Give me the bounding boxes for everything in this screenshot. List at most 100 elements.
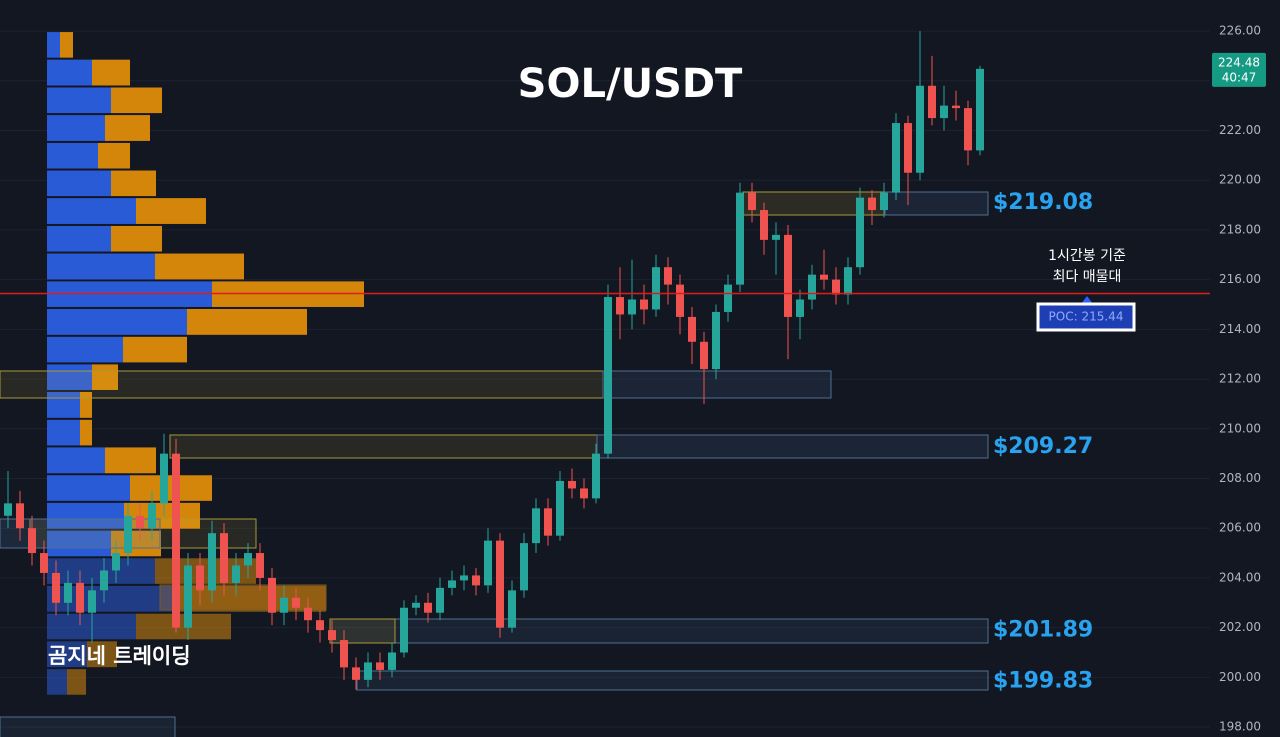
y-tick-label: 204.00 [1219,570,1261,584]
profile-bar [136,198,206,224]
candle-body [640,299,648,310]
candle-body [832,279,840,295]
profile-bar [47,115,105,141]
candle-body [268,577,276,613]
zone [602,370,832,399]
y-tick-label: 206.00 [1219,521,1261,535]
y-tick-label: 226.00 [1219,24,1261,38]
candle-body [544,508,552,536]
candle-body [976,68,984,151]
countdown: 40:47 [1222,70,1257,84]
profile-bar [47,32,60,58]
y-tick-label: 208.00 [1219,471,1261,485]
candle-body [508,590,516,628]
candle-body [796,299,804,317]
candle-body [280,597,288,613]
profile-bar [87,641,117,668]
level-label: $209.27 [993,434,1093,459]
poc-box [1036,302,1136,332]
last-price: 224.48 [1218,55,1260,69]
annotation: 1시간봉 기준 [1048,248,1126,264]
profile-bar [47,447,105,474]
zone [884,191,989,216]
candle-body [160,453,168,504]
candle-body [928,85,936,119]
zone [0,716,176,737]
profile-bar [47,87,111,114]
candle-body [688,316,696,342]
profile-bar [92,364,118,390]
candle-body [532,508,540,544]
profile-bar [155,253,244,280]
profile-bar [47,364,92,390]
y-tick-label: 218.00 [1219,222,1261,236]
candle-body [676,284,684,317]
annotation: 최다 매물대 [1053,269,1122,285]
candle-body [760,210,768,240]
candle-body [244,553,252,566]
candle-body [820,274,828,280]
candle-body [460,575,468,581]
candles [4,31,984,690]
profile-bar [105,115,150,141]
profile-bar [47,336,123,363]
profile-bar [111,87,162,114]
profile-bar [47,225,111,252]
profile-bar [47,475,130,501]
candle-body [520,543,528,591]
watermark: 곰지네 트레이딩 [48,644,191,668]
candle-body [592,453,600,499]
volume-profile [47,32,364,695]
candle-body [4,503,12,516]
profile-bar [47,502,124,529]
last-price-tag [1212,52,1266,87]
profile-bar [111,225,162,252]
profile-bar [47,530,111,557]
profile-bar [98,142,130,169]
candle-body [748,192,756,211]
profile-bar [47,142,98,169]
profile-bar [123,336,187,363]
y-tick-label: 216.00 [1219,272,1261,286]
candle-body [112,553,120,571]
candle-body [724,284,732,312]
level-label: $219.08 [993,190,1093,215]
y-tick-label: 198.00 [1219,720,1261,734]
profile-bar [80,419,92,446]
candle-body [784,234,792,317]
profile-bar [67,669,86,695]
candle-body [292,597,300,608]
y-tick-label: 220.00 [1219,173,1261,187]
candle-body [436,587,444,613]
candle-body [196,565,204,591]
zone [596,434,989,459]
candle-body [880,192,888,211]
profile-bar [47,669,67,695]
candle-body [172,453,180,628]
candle-body [88,590,96,613]
candle-body [712,311,720,370]
candle-body [16,503,24,529]
candle-body [52,572,60,603]
candle-body [856,197,864,268]
candle-body [316,620,324,631]
candle-body [352,667,360,680]
candle-body [472,575,480,586]
profile-bar [155,558,256,584]
candle-body [220,533,228,583]
candle-body [400,607,408,653]
profile-bar [130,475,212,501]
profile-bar [136,613,231,640]
candle-body [736,192,744,285]
candle-body [652,267,660,310]
profile-bar [47,419,80,446]
profile-bar [105,447,156,474]
zone [0,518,161,549]
candle-body [892,123,900,193]
y-tick-label: 222.00 [1219,123,1261,137]
candle-body [76,582,84,613]
zone [356,670,989,691]
profile-bar [47,391,80,418]
y-tick-label: 210.00 [1219,421,1261,435]
